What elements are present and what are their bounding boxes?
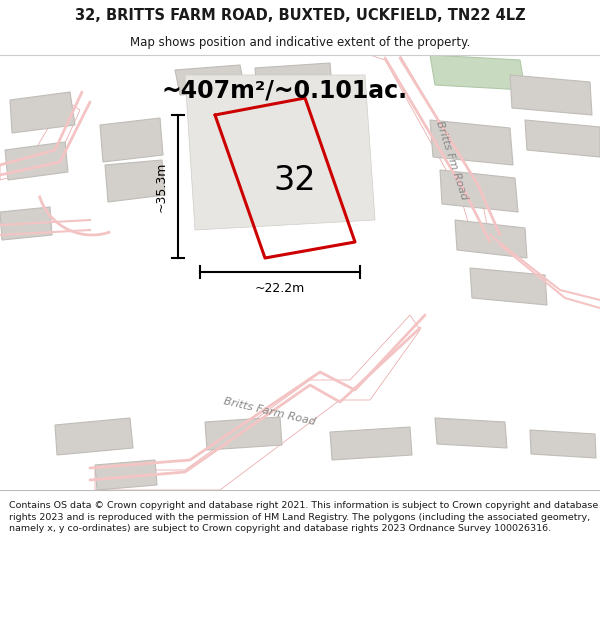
Text: Map shows position and indicative extent of the property.: Map shows position and indicative extent… (130, 36, 470, 49)
Polygon shape (100, 118, 163, 162)
Polygon shape (95, 315, 420, 490)
Polygon shape (95, 460, 157, 490)
Polygon shape (185, 75, 375, 230)
Text: 32, BRITTS FARM ROAD, BUXTED, UCKFIELD, TN22 4LZ: 32, BRITTS FARM ROAD, BUXTED, UCKFIELD, … (74, 8, 526, 23)
Polygon shape (0, 100, 80, 180)
Text: ~35.3m: ~35.3m (155, 161, 168, 212)
Text: ~407m²/~0.101ac.: ~407m²/~0.101ac. (162, 78, 408, 102)
Polygon shape (525, 120, 600, 157)
Polygon shape (370, 55, 490, 245)
Polygon shape (55, 418, 133, 455)
Polygon shape (0, 207, 52, 240)
Polygon shape (470, 268, 547, 305)
Polygon shape (530, 430, 596, 458)
Polygon shape (330, 427, 412, 460)
Text: Contains OS data © Crown copyright and database right 2021. This information is : Contains OS data © Crown copyright and d… (9, 501, 598, 533)
Text: Britts Farm Road: Britts Farm Road (223, 396, 317, 428)
Polygon shape (10, 92, 75, 133)
Polygon shape (510, 75, 592, 115)
Polygon shape (5, 142, 68, 180)
Polygon shape (440, 170, 518, 212)
Polygon shape (435, 418, 507, 448)
Polygon shape (205, 417, 282, 450)
Polygon shape (430, 120, 513, 165)
Polygon shape (175, 65, 245, 95)
Text: ~22.2m: ~22.2m (255, 282, 305, 295)
Polygon shape (430, 55, 525, 90)
Polygon shape (455, 220, 527, 258)
Text: Britts Fm Road: Britts Fm Road (434, 119, 470, 201)
Text: 32: 32 (274, 164, 316, 196)
Polygon shape (105, 160, 165, 202)
Polygon shape (255, 63, 332, 93)
